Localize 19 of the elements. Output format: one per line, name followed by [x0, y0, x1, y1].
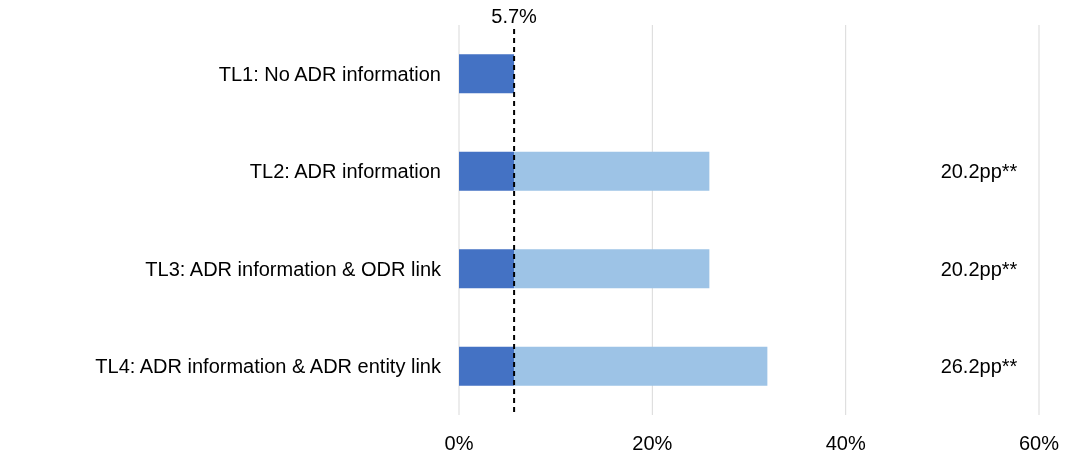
annotation: 20.2pp**: [940, 160, 1018, 183]
annotation: 26.2pp**: [940, 355, 1018, 378]
x-tick-label: 60%: [1018, 432, 1060, 454]
bar: [514, 346, 768, 386]
annotation: 20.2pp**: [940, 257, 1018, 280]
x-tick-label: 40%: [825, 432, 866, 454]
y-tick-label: TL1: No ADR information: [218, 62, 441, 85]
bar: [514, 151, 710, 191]
bar: [459, 54, 515, 94]
bar: [459, 346, 515, 386]
x-tick-label: 0%: [444, 432, 474, 454]
ref-line-label: 5.7%: [491, 5, 538, 27]
x-tick-label: 20%: [632, 432, 673, 454]
bar: [514, 249, 710, 289]
y-tick-label: TL3: ADR information & ODR link: [145, 257, 442, 280]
bar: [459, 249, 515, 289]
y-tick-label: TL4: ADR information & ADR entity link: [95, 355, 442, 378]
bar: [459, 151, 515, 191]
y-tick-label: TL2: ADR information: [249, 160, 441, 183]
